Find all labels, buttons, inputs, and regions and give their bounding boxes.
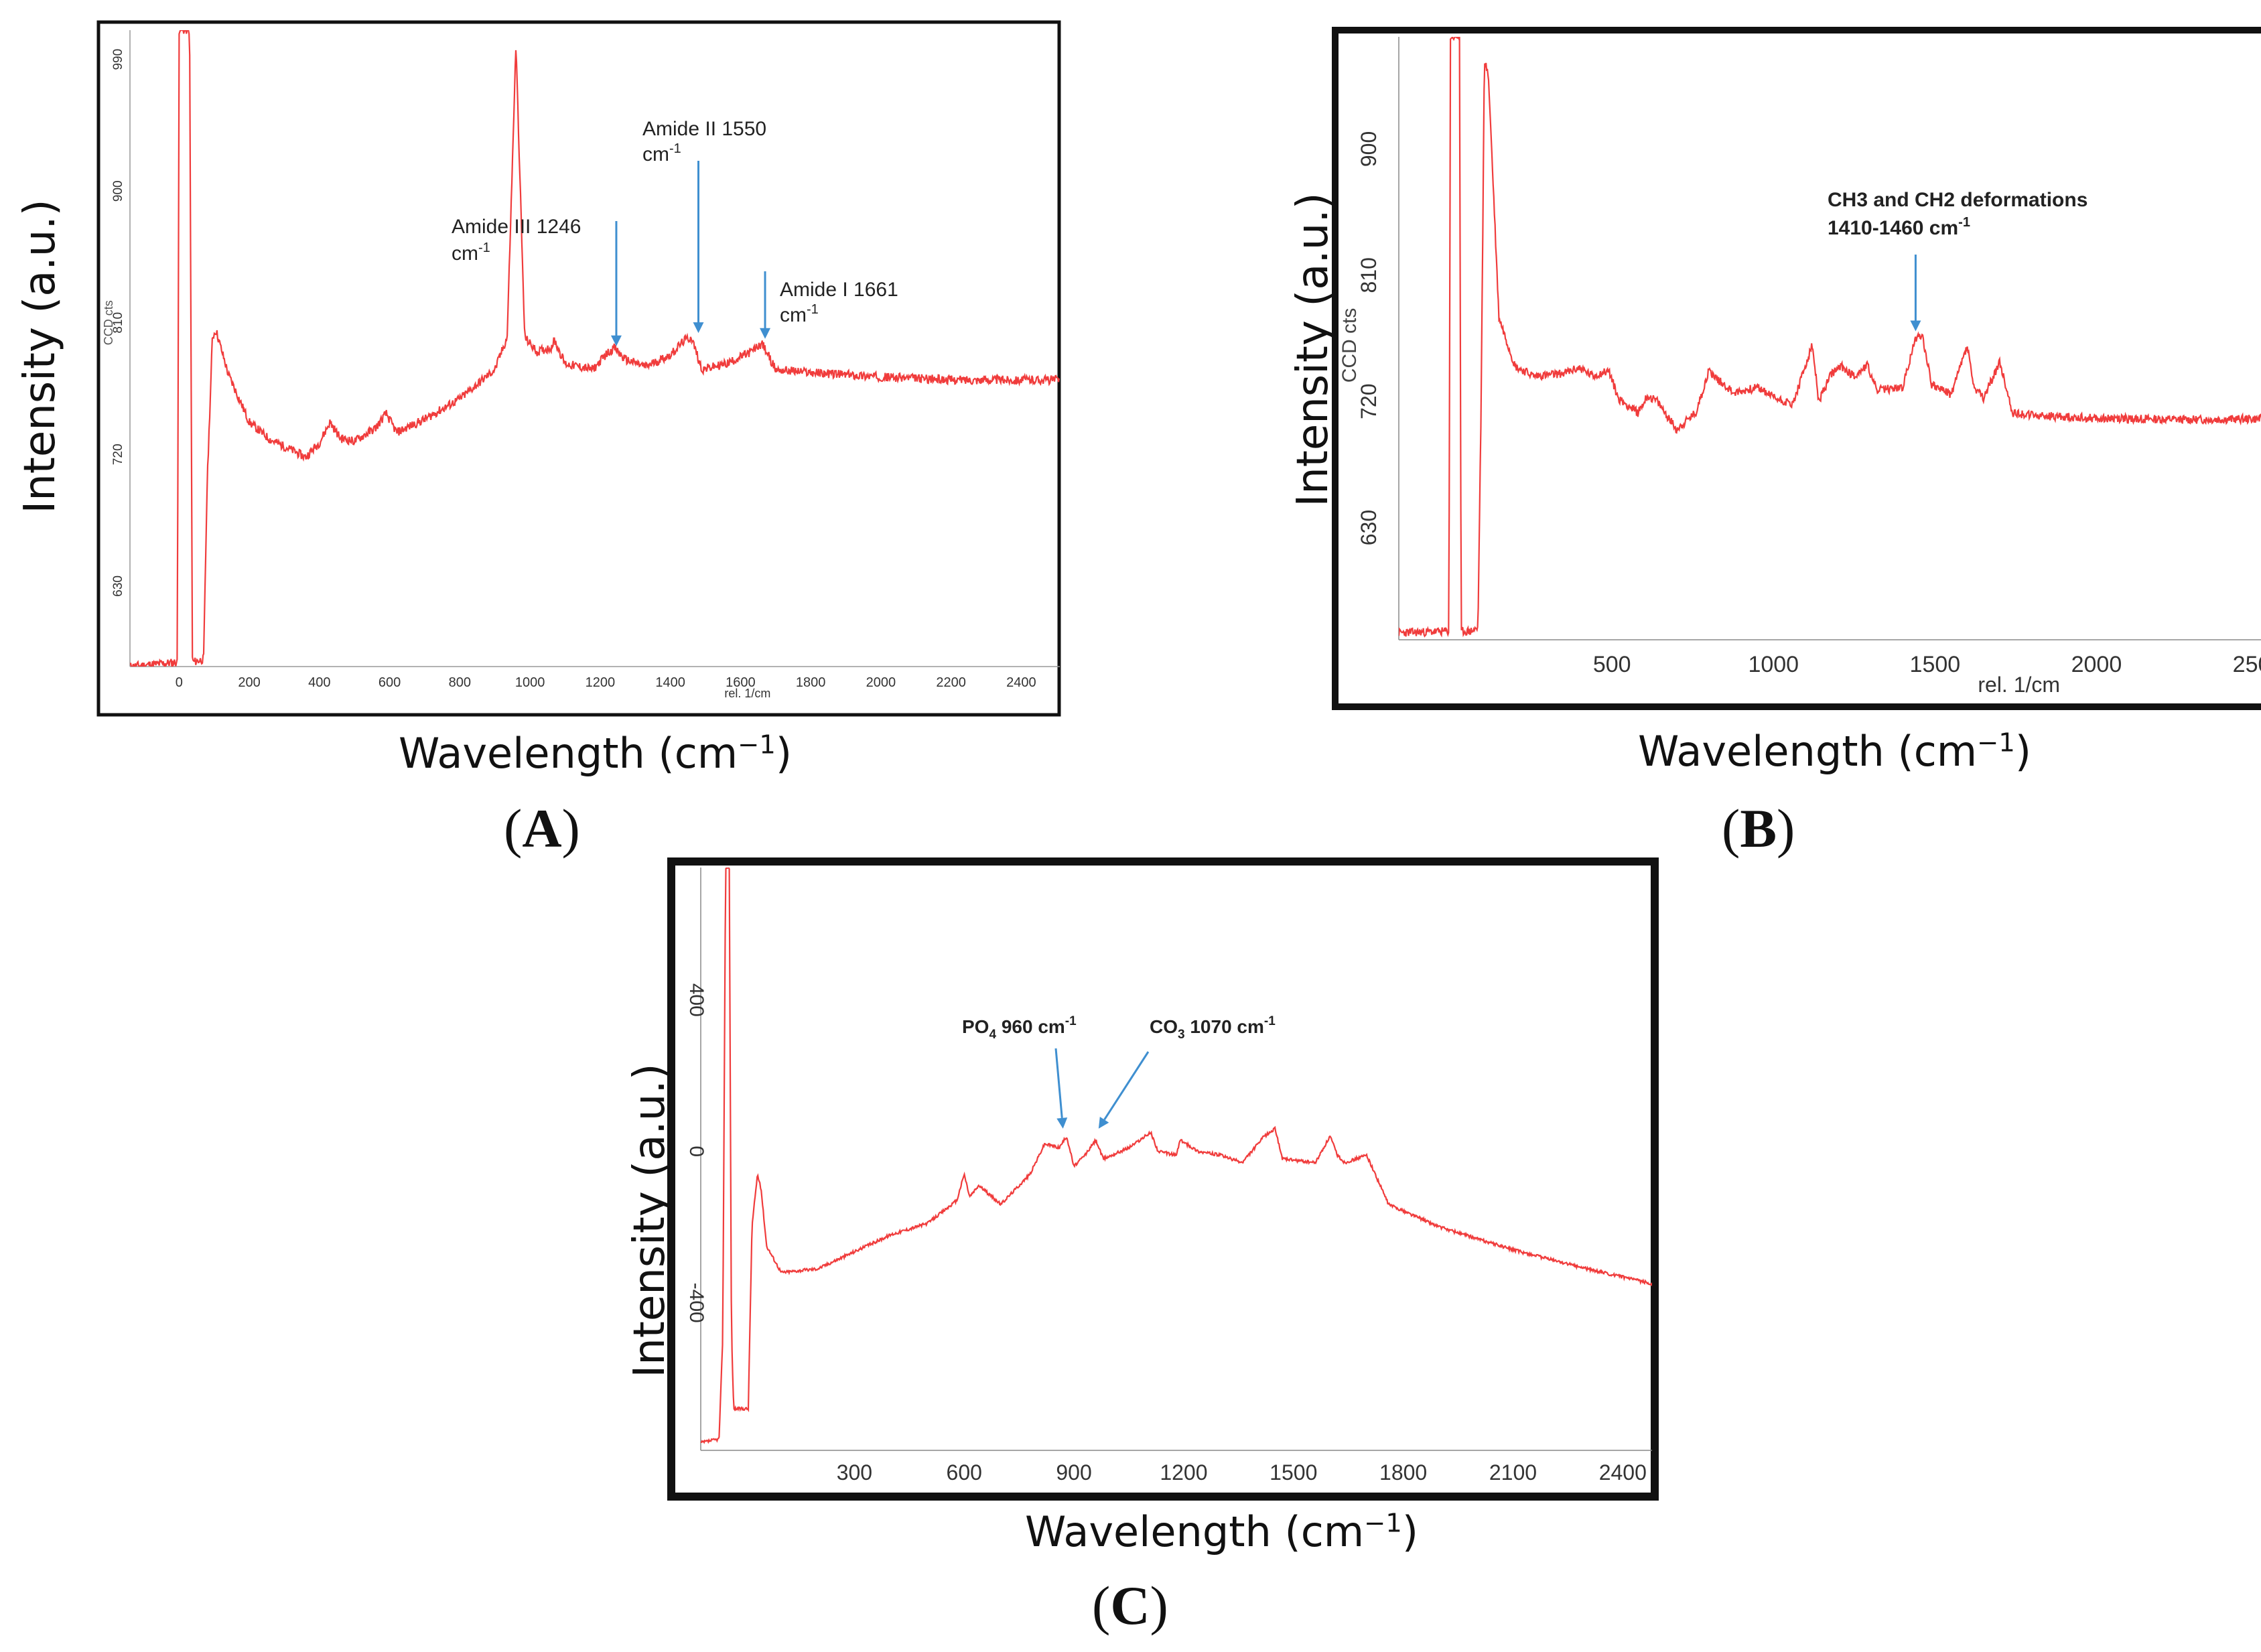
chart-a: 0 200 400 600 800 1000 1200 1400 1600 1800 2000 220… <box>96 20 1061 717</box>
chart-b-y-tick-2: 810 <box>1357 257 1381 293</box>
panel-label-a: (A) <box>504 798 580 859</box>
chart-b-inner-y-label: CCD cts <box>1339 308 1361 383</box>
arrow-ch3-ch2-head <box>1910 320 1921 332</box>
chart-a-y-tick-3: 900 <box>111 180 125 202</box>
annotation-amide-ii-unit: cm-1 <box>642 141 681 165</box>
chart-c-x-tick-2: 900 <box>1056 1460 1091 1485</box>
annotation-amide-i: Amide I 1661 <box>780 279 898 301</box>
chart-c-y-tick-1: 0 <box>685 1146 707 1157</box>
chart-c-x-label: Wavelength (cm−1) <box>1025 1507 1419 1556</box>
chart-a-y-tick-0: 630 <box>111 575 125 597</box>
chart-b-x-tick-4: 2500 <box>2233 652 2261 677</box>
chart-a-x-tick-10: 2000 <box>866 675 896 690</box>
chart-b-x-tick-0: 500 <box>1593 652 1631 677</box>
chart-c-y-label: Intensity (a.u.) <box>625 1063 675 1378</box>
annotation-amide-i-unit: cm-1 <box>780 302 819 326</box>
arrow-amide-i-head <box>760 328 771 339</box>
chart-c: 300 600 900 1200 1500 1800 2100 2400-4000400PO4… <box>667 857 1659 1501</box>
annotation-ch3-ch2: CH3 and CH2 deformations <box>1828 189 2087 211</box>
chart-c-x-tick-3: 1200 <box>1160 1460 1207 1485</box>
chart-c-x-tick-5: 1800 <box>1379 1460 1427 1485</box>
chart-a-x-tick-11: 2200 <box>936 675 966 690</box>
chart-a-x-tick-7: 1400 <box>655 675 685 690</box>
chart-c-x-tick-0: 300 <box>837 1460 872 1485</box>
panel-c: 300 600 900 1200 1500 1800 2100 2400 -400 0 400 PO4… <box>603 857 1708 1652</box>
series-line-c-0 <box>701 868 1652 1444</box>
chart-a-x-tick-6: 1200 <box>586 675 616 690</box>
annotation-amide-ii: Amide II 1550 <box>642 118 766 140</box>
chart-c-y-tick-0: -400 <box>685 1283 707 1323</box>
arrow-co3 <box>1103 1051 1150 1121</box>
panel-a: 0 200 400 600 800 1000 1200 1400 1600 1800 2000 220… <box>0 0 1085 871</box>
chart-c-x-tick-7: 2400 <box>1599 1460 1647 1485</box>
arrow-co3-head <box>1098 1117 1109 1129</box>
arrow-po4 <box>1054 1048 1063 1119</box>
chart-a-x-label: Wavelength (cm−1) <box>399 729 793 778</box>
chart-c-x-tick-6: 2100 <box>1489 1460 1537 1485</box>
chart-a-x-tick-9: 1800 <box>796 675 826 690</box>
chart-b-frame <box>1332 27 2261 710</box>
chart-b-inner-x-unit: rel. 1/cm <box>1978 673 2060 697</box>
chart-c-x-tick-1: 600 <box>947 1460 982 1485</box>
chart-a-frame <box>96 20 1061 717</box>
chart-a-y-tick-4: 990 <box>111 49 125 70</box>
chart-a-y-label: Intensity (a.u.) <box>15 199 65 514</box>
panel-b: 500 1000 1500 2000 2500 630 720 810 900 CCD cts re… <box>1259 0 2261 871</box>
chart-b-x-tick-2: 1500 <box>1910 652 1961 677</box>
chart-b-x-label: Wavelength (cm−1) <box>1638 727 2032 776</box>
series-line-a-0 <box>130 30 1060 667</box>
chart-b: 500 1000 1500 2000 2500 630 720 810 900 CCD cts re… <box>1332 27 2261 710</box>
annotation-amide-iii: Amide III 1246 <box>452 216 581 238</box>
chart-a-x-tick-5: 1000 <box>515 675 545 690</box>
series-line-b-0 <box>1399 37 2261 638</box>
chart-b-y-tick-1: 720 <box>1357 383 1381 419</box>
chart-a-x-tick-3: 600 <box>379 675 401 690</box>
chart-a-y-tick-2: 810 <box>111 312 125 334</box>
chart-b-y-tick-0: 630 <box>1357 510 1381 545</box>
chart-b-y-label: Intensity (a.u.) <box>1288 192 1338 507</box>
chart-a-x-tick-0: 0 <box>176 675 183 690</box>
chart-b-y-tick-3: 900 <box>1357 131 1381 167</box>
chart-c-y-tick-2: 400 <box>685 983 707 1017</box>
arrow-po4-head <box>1056 1117 1068 1129</box>
chart-c-x-tick-4: 1500 <box>1270 1460 1317 1485</box>
panel-label-c: (C) <box>1092 1575 1168 1636</box>
chart-a-x-tick-8: 1600 <box>726 675 756 690</box>
chart-a-inner-x-unit: rel. 1/cm <box>724 687 770 700</box>
chart-a-x-tick-2: 400 <box>308 675 330 690</box>
arrow-amide-iii-head <box>610 335 622 346</box>
chart-a-x-tick-4: 800 <box>449 675 471 690</box>
chart-a-x-tick-1: 200 <box>238 675 260 690</box>
annotation-ch3-ch2-range: 1410-1460 cm-1 <box>1828 215 1970 239</box>
chart-b-x-tick-1: 1000 <box>1748 652 1799 677</box>
panel-label-b: (B) <box>1722 798 1795 859</box>
chart-a-inner-y-label: CCD cts <box>102 300 115 345</box>
arrow-amide-ii-head <box>693 322 704 334</box>
chart-b-x-tick-3: 2000 <box>2071 652 2122 677</box>
chart-a-x-tick-12: 2400 <box>1006 675 1036 690</box>
chart-a-y-tick-1: 720 <box>111 443 125 465</box>
chart-c-frame <box>667 857 1659 1501</box>
